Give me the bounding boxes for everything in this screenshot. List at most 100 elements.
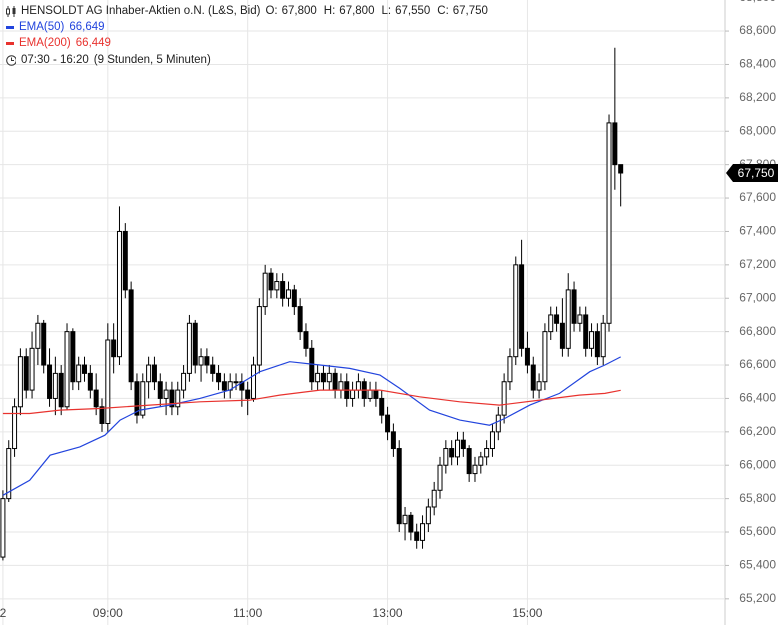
legend-swatch [6, 41, 14, 45]
candle-body [163, 389, 169, 399]
candle-body [157, 381, 163, 399]
candle-body [134, 381, 140, 416]
candle-body [280, 281, 286, 299]
candle-body [390, 431, 396, 450]
candle-body [285, 289, 291, 299]
candle-body [210, 364, 216, 374]
candle-body [326, 372, 332, 383]
ohlc-value: 67,800 [339, 5, 375, 17]
legend-value: 66,449 [75, 37, 111, 49]
candle-body [571, 289, 577, 324]
candle-body [309, 347, 315, 383]
candle-body [93, 389, 99, 408]
y-tick-label: 66,600 [739, 357, 776, 371]
ohlc-value: 67,550 [395, 5, 431, 17]
candle-body [186, 322, 192, 374]
candle-body [251, 364, 257, 399]
candle-body [116, 230, 122, 358]
candle-body [58, 372, 64, 408]
candle-body [262, 272, 268, 308]
x-tick-label: 2 [0, 606, 7, 620]
candle-body [41, 322, 47, 366]
candle-body [460, 439, 466, 450]
candle-body [454, 439, 460, 458]
candle-body [472, 464, 478, 475]
candle-body [350, 389, 356, 399]
candle-body [519, 264, 525, 349]
y-tick-label: 65,200 [739, 591, 776, 605]
ohlc-label: H: [323, 5, 336, 17]
candle-body [6, 448, 12, 500]
ohlc-value: 67,800 [281, 5, 317, 17]
y-tick-label: 66,000 [739, 457, 776, 471]
y-tick-label: 68,400 [739, 57, 776, 71]
x-tick-label: 09:00 [93, 606, 123, 620]
candle-body [315, 372, 321, 383]
y-tick-label: 66,200 [739, 424, 776, 438]
x-tick-label: 13:00 [373, 606, 403, 620]
candle-body [320, 372, 326, 383]
candle-body [431, 489, 437, 508]
candle-body [12, 406, 18, 450]
candle-body [367, 389, 373, 399]
candle-body [151, 364, 157, 383]
candle-body [29, 347, 35, 391]
candle-body [606, 122, 612, 324]
y-tick-label: 68,600 [739, 23, 776, 37]
candle-body [484, 448, 490, 458]
candle-body [274, 281, 280, 291]
candle-body [76, 364, 82, 383]
candle-body [548, 314, 554, 333]
candle-body [408, 514, 414, 533]
candle-body [204, 356, 210, 366]
candle-body [338, 381, 344, 391]
ohlc: O: 67,800 H: 67,800 L: 67,550 C: 67,750 [265, 5, 490, 17]
ohlc-label: C: [437, 5, 449, 17]
candle-body [105, 339, 111, 424]
candle-icon [6, 5, 16, 17]
price-tag-label: 67,750 [738, 166, 775, 180]
legend-value: 66,649 [69, 21, 105, 33]
legend-name: EMA(50) [19, 21, 65, 33]
candle-body [23, 356, 29, 391]
y-tick-label: 65,400 [739, 558, 776, 572]
candle-body [99, 406, 105, 424]
ema-line [2, 356, 621, 496]
candle-body [466, 448, 472, 475]
candle-body [297, 306, 303, 333]
candle-body [122, 230, 128, 291]
candle-body [554, 314, 560, 324]
y-tick-label: 68,800 [739, 0, 776, 4]
candle-body [128, 289, 134, 383]
x-tick-label: 15:00 [512, 606, 542, 620]
y-tick-label: 67,200 [739, 257, 776, 271]
y-tick-label: 65,600 [739, 524, 776, 538]
ohlc-label: O: [265, 5, 278, 17]
candle-body [385, 414, 391, 433]
candle-body [478, 456, 484, 466]
candle-body [589, 331, 595, 349]
y-tick-label: 68,000 [739, 123, 776, 137]
candle-body [303, 331, 309, 349]
candle-body [600, 322, 606, 358]
candle-body [17, 356, 23, 408]
y-tick-label: 68,200 [739, 90, 776, 104]
session-row: 07:30 - 16:20 (9 Stunden, 5 Minuten) [6, 54, 211, 66]
ohlc-value: 67,750 [452, 5, 488, 17]
ohlc-label: L: [381, 5, 392, 17]
clock-icon [6, 54, 16, 66]
candle-body [181, 372, 187, 391]
session-length: (9 Stunden, 5 Minuten) [93, 54, 211, 66]
y-tick-label: 67,000 [739, 290, 776, 304]
candle-body [216, 372, 222, 383]
candle-body [239, 381, 245, 391]
y-tick-label: 67,600 [739, 190, 776, 204]
candle-body [396, 448, 402, 525]
candle-body [87, 372, 93, 391]
candle-body [449, 448, 455, 458]
candle-body [495, 414, 501, 433]
candle-body [542, 331, 548, 383]
candle-body [64, 331, 70, 408]
candle-body [530, 364, 536, 391]
